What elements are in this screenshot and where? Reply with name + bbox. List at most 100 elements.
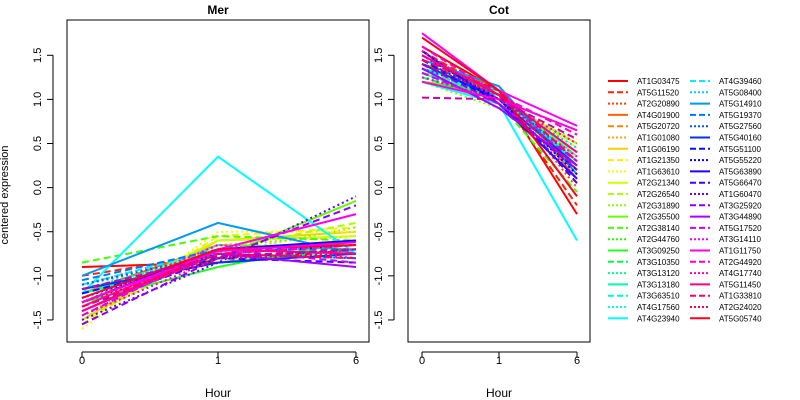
series-line-cot (421, 54, 578, 154)
series-line-mer (81, 248, 357, 291)
series-line-mer (81, 248, 356, 282)
y-tick-label-cot: 0.0 (373, 180, 385, 195)
legend-label: AT4G17740 (719, 269, 762, 278)
legend-label: AT1G01080 (637, 134, 680, 143)
y-tick-label-cot: -1.5 (373, 310, 385, 329)
series-line-mer (81, 235, 357, 264)
y-tick-label-mer: -1.5 (32, 310, 44, 329)
series-line-cot (421, 71, 578, 163)
legend-label: AT3G13180 (637, 280, 680, 289)
legend-label: AT5G51100 (719, 145, 762, 154)
legend-label: AT1G63610 (637, 167, 680, 176)
series-line-mer (81, 221, 357, 321)
legend-label: AT2G44920 (719, 258, 762, 267)
legend-label: AT2G44760 (637, 235, 680, 244)
legend-label: AT3G25920 (719, 201, 762, 210)
y-tick-label-mer: 0.5 (32, 136, 44, 151)
x-tick-mer-1: 1 (215, 355, 221, 367)
y-tick-label-cot: 1.0 (373, 92, 385, 107)
x-axis-label-cot: Hour (486, 386, 512, 400)
legend-label: AT1G11750 (719, 247, 762, 256)
series-line-cot (421, 63, 578, 171)
series-line-cot (421, 96, 578, 140)
series-line-mer (81, 244, 357, 299)
legend-label: AT5G40160 (719, 134, 762, 143)
series-line-mer (81, 252, 357, 308)
panel-frame-mer (66, 19, 370, 343)
legend-label: AT1G06190 (637, 145, 680, 154)
series-line-mer (81, 252, 357, 304)
legend-label: AT5G27560 (719, 122, 762, 131)
legend-label: AT2G24020 (719, 303, 762, 312)
legend-label: AT5G63890 (719, 167, 762, 176)
y-tick-label-cot: 1.5 (373, 48, 385, 63)
legend-label: AT5G14910 (719, 100, 762, 109)
legend-label: AT3G14110 (719, 235, 762, 244)
y-tick-label-cot: -1.0 (373, 266, 385, 285)
legend-label: AT4G01900 (637, 111, 680, 120)
legend-label: AT3G44890 (719, 213, 762, 222)
legend-label: AT5G17520 (719, 224, 762, 233)
legend-label: AT2G38140 (637, 224, 680, 233)
x-tick-cot-6: 6 (574, 355, 580, 367)
series-line-mer (81, 155, 357, 295)
panel-title-cot: Cot (489, 3, 509, 17)
series-line-mer (81, 241, 357, 304)
legend-label: AT5G11520 (637, 88, 680, 97)
y-tick-label-mer: 0.0 (32, 180, 44, 195)
x-tick-cot-1: 1 (496, 355, 502, 367)
legend-label: AT2G31890 (637, 201, 680, 210)
legend-label: AT3G09250 (637, 247, 680, 256)
series-line-mer (81, 204, 357, 326)
legend: AT1G03475 AT5G11520 AT2G20890 AT4G01900 AT5G… (608, 77, 762, 323)
legend-label: AT5G55220 (719, 156, 762, 165)
x-axes (81, 351, 578, 358)
legend-label: AT5G05740 (719, 314, 762, 323)
y-tick-label-mer: 1.0 (32, 92, 44, 107)
y-tick-label-mer: -0.5 (32, 222, 44, 241)
y-tick-label-cot: -0.5 (373, 222, 385, 241)
legend-label: AT1G03475 (637, 77, 680, 86)
legend-label: AT2G35500 (637, 213, 680, 222)
series-line-mer (81, 230, 356, 330)
series-line-mer (81, 248, 357, 317)
panel-frames (66, 19, 591, 343)
series-line-cot (421, 67, 578, 167)
legend-label: AT3G10350 (637, 258, 680, 267)
legend-label: AT2G20890 (637, 100, 680, 109)
series-line-mer (81, 243, 357, 299)
series-line-cot (421, 54, 578, 176)
panel-frame-cot (407, 19, 591, 343)
legend-label: AT5G20720 (637, 122, 680, 131)
legend-label: AT1G21350 (637, 156, 680, 165)
series-line-cot (421, 63, 578, 171)
y-axes: -1.5 -1.0 -0.5 0.0 0.5 1.0 1.5 -1.5 -1.0 -0.5 0.0 0… (32, 48, 395, 329)
legend-label: AT5G08400 (719, 88, 762, 97)
legend-label: AT3G13120 (637, 269, 680, 278)
legend-label: AT5G19370 (719, 111, 762, 120)
legend-label: AT2G26540 (637, 190, 680, 199)
x-tick-mer-0: 0 (79, 355, 85, 367)
series-line-cot (421, 36, 578, 197)
x-tick-cot-0: 0 (419, 355, 425, 367)
legend-label: AT1G60470 (719, 190, 762, 199)
legend-label: AT1G33810 (719, 292, 762, 301)
legend-label: AT3G63510 (637, 292, 680, 301)
series-line-mer (81, 226, 357, 313)
panel-title-mer: Mer (207, 3, 229, 17)
legend-label: AT5G66470 (719, 179, 762, 188)
legend-label: AT4G39460 (719, 77, 762, 86)
y-axis-label: centered expression (0, 145, 11, 244)
legend-label: AT4G23940 (637, 314, 680, 323)
series-line-mer (81, 244, 357, 299)
series-lines (81, 32, 578, 330)
series-line-mer (81, 226, 357, 326)
y-tick-label-mer: 1.5 (32, 48, 44, 63)
x-axis-label-mer: Hour (205, 386, 231, 400)
x-tick-mer-6: 6 (353, 355, 359, 367)
legend-label: AT2G21340 (637, 179, 680, 188)
legend-label: AT5G11450 (719, 280, 762, 289)
y-tick-label-cot: 0.5 (373, 136, 385, 151)
legend-label: AT4G17560 (637, 303, 680, 312)
